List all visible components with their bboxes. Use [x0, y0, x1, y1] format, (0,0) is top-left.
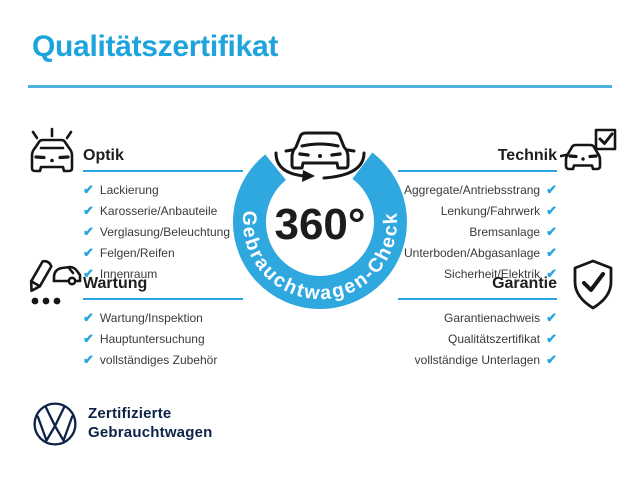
check-icon: ✔: [546, 310, 557, 325]
checklist-item: ✔ Felgen/Reifen: [83, 242, 230, 263]
check-icon: ✔: [546, 266, 557, 281]
technik-checklist: Aggregate/Antriebsstrang ✔ Lenkung/Fahrwe…: [357, 179, 557, 284]
car-rotate-icon: [274, 131, 366, 180]
checklist-item-label: vollständige Unterlagen: [414, 352, 541, 367]
service-checklist-icon: [29, 259, 82, 305]
ring-shape: [232, 152, 407, 309]
checklist-item: Aggregate/Antriebsstrang ✔: [357, 179, 557, 200]
check-icon: ✔: [546, 245, 557, 260]
page-title: Qualitätszertifikat: [32, 30, 279, 63]
title-divider: [28, 85, 612, 88]
check-icon: ✔: [83, 224, 94, 239]
section-garantie-header: Garantie: [398, 274, 557, 300]
section-garantie-title: Garantie: [492, 275, 557, 292]
check-icon: ✔: [546, 331, 557, 346]
car-checkbox-icon: [560, 128, 617, 171]
checklist-item-label: Wartung/Inspektion: [99, 310, 203, 325]
checklist-item-label: Innenraum: [99, 266, 158, 281]
360-check-badge: Gebrauchtwagen-Check 360°: [232, 131, 407, 309]
checklist-item-label: Sicherheit/Elektrik: [444, 266, 541, 281]
check-icon: ✔: [83, 245, 94, 260]
shield-check-icon: [573, 259, 613, 310]
checklist-item: Sicherheit/Elektrik ✔: [357, 263, 557, 284]
checklist-item-label: Verglasung/Beleuchtung: [99, 224, 231, 239]
checklist-item-label: Unterboden/Abgasanlage: [403, 245, 541, 260]
section-wartung-title: Wartung: [83, 275, 148, 292]
section-technik-title: Technik: [497, 147, 557, 164]
checklist-item-label: Qualitätszertifikat: [448, 331, 541, 346]
check-icon: ✔: [83, 266, 94, 281]
vw-logo: [33, 402, 77, 446]
check-icon: ✔: [83, 310, 94, 325]
checklist-item: ✔ Karosserie/Anbauteile: [83, 200, 230, 221]
check-icon: ✔: [83, 203, 94, 218]
checklist-item-label: Karosserie/Anbauteile: [99, 203, 218, 218]
checklist-item: Garantienachweis ✔: [357, 307, 557, 328]
check-icon: ✔: [546, 352, 557, 367]
checklist-item: Lenkung/Fahrwerk ✔: [357, 200, 557, 221]
wartung-checklist: ✔ Wartung/Inspektion ✔ Hauptuntersuchung ✔…: [83, 307, 217, 370]
checklist-item-label: Garantienachweis: [444, 310, 541, 325]
brand-claim: Zertifizierte Gebrauchtwagen: [88, 404, 213, 442]
optik-checklist: ✔ Lackierung ✔ Karosserie/Anbauteile ✔ Verg…: [83, 179, 230, 284]
section-wartung-header: Wartung: [83, 274, 243, 300]
checklist-item-label: Aggregate/Antriebsstrang: [404, 182, 541, 197]
section-technik-header: Technik: [398, 146, 557, 172]
section-garantie-divider: [398, 298, 557, 300]
rotate-arrowhead: [302, 170, 315, 182]
checklist-item-label: vollständiges Zubehör: [99, 352, 218, 367]
check-icon: ✔: [83, 331, 94, 346]
checklist-item-label: Hauptuntersuchung: [99, 331, 205, 346]
car-shine-icon: [30, 127, 74, 173]
section-optik-title: Optik: [83, 147, 124, 164]
brand-claim-line2: Gebrauchtwagen: [88, 424, 213, 441]
checklist-item: ✔ Hauptuntersuchung: [83, 328, 217, 349]
checklist-item-label: Bremsanlage: [469, 224, 541, 239]
degree-label: 360°: [274, 200, 365, 249]
checklist-item: ✔ Verglasung/Beleuchtung: [83, 221, 230, 242]
garantie-checklist: Garantienachweis ✔ Qualitätszertifikat ✔ v…: [357, 307, 557, 370]
check-icon: ✔: [546, 203, 557, 218]
check-icon: ✔: [83, 352, 94, 367]
checklist-item: ✔ Wartung/Inspektion: [83, 307, 217, 328]
checklist-item: Qualitätszertifikat ✔: [357, 328, 557, 349]
checklist-item-label: Lenkung/Fahrwerk: [440, 203, 541, 218]
section-wartung-divider: [83, 298, 243, 300]
checklist-item: ✔ vollständiges Zubehör: [83, 349, 217, 370]
checklist-item-label: Lackierung: [99, 182, 159, 197]
check-icon: ✔: [546, 182, 557, 197]
checklist-item-label: Felgen/Reifen: [99, 245, 175, 260]
section-optik-divider: [83, 170, 243, 172]
check-icon: ✔: [83, 182, 94, 197]
checklist-item: ✔ Innenraum: [83, 263, 230, 284]
brand-claim-line1: Zertifizierte: [88, 405, 172, 422]
checklist-item: Unterboden/Abgasanlage ✔: [357, 242, 557, 263]
checklist-item: ✔ Lackierung: [83, 179, 230, 200]
section-technik-divider: [398, 170, 557, 172]
checklist-item: Bremsanlage ✔: [357, 221, 557, 242]
checklist-item: vollständige Unterlagen ✔: [357, 349, 557, 370]
check-icon: ✔: [546, 224, 557, 239]
section-optik-header: Optik: [83, 146, 243, 172]
